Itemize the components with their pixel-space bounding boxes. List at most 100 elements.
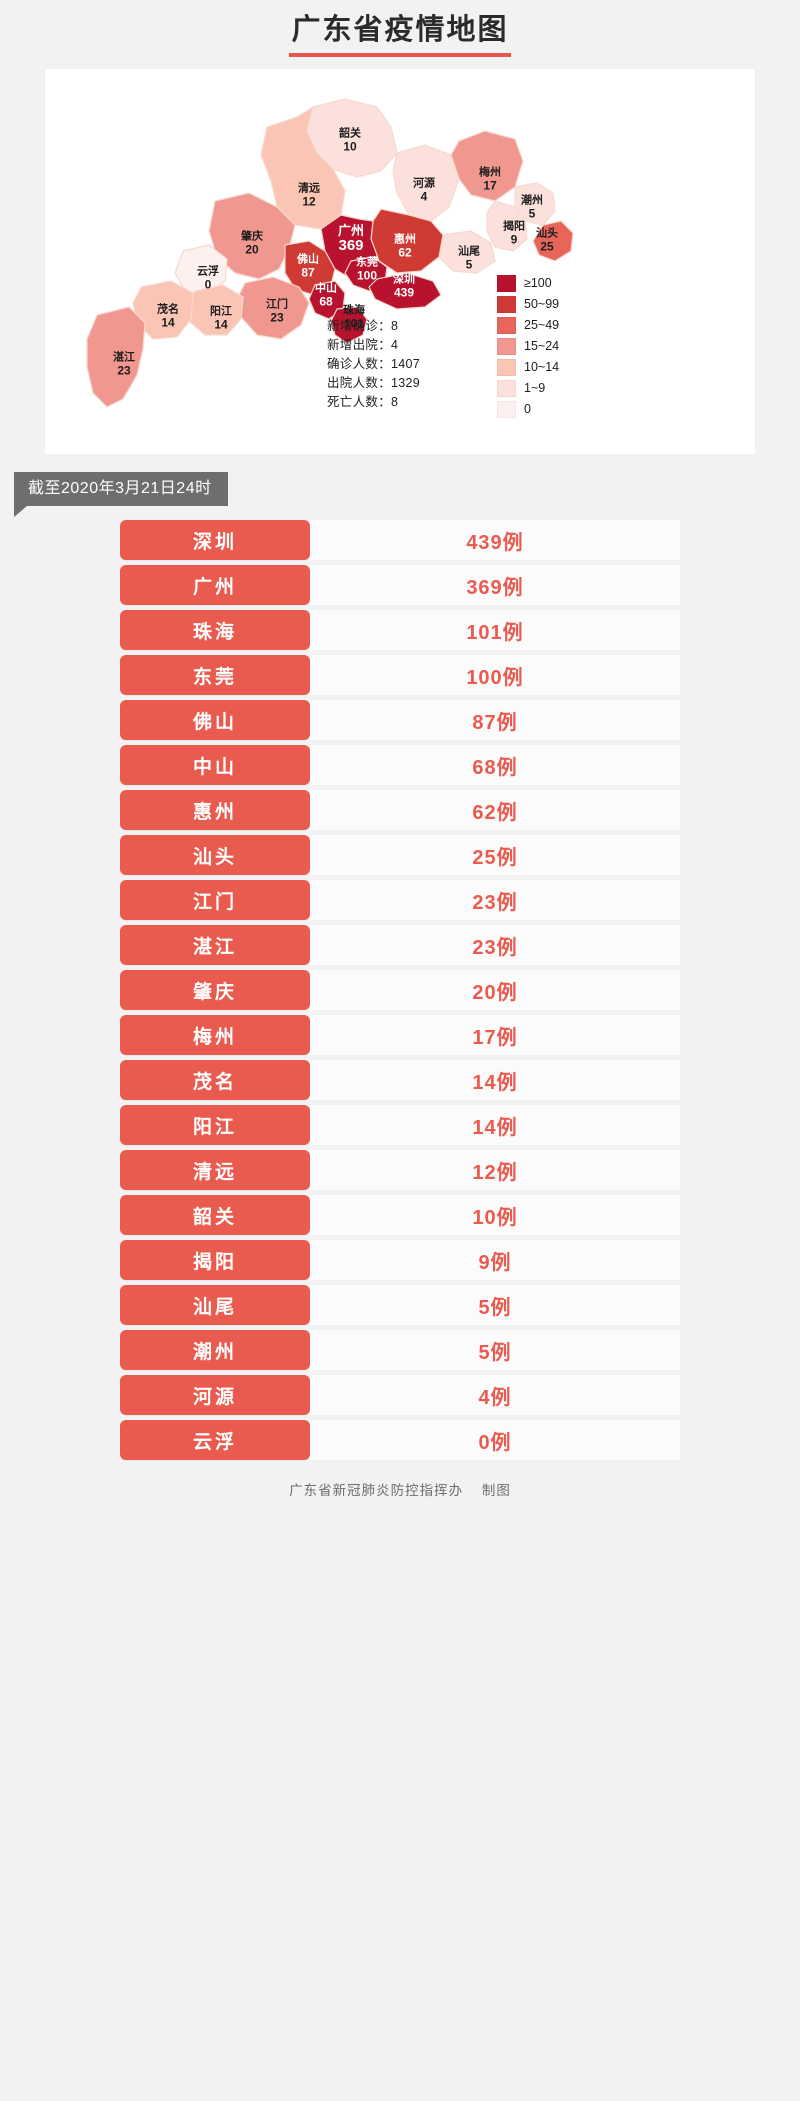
row-city-name: 梅州 xyxy=(120,1015,310,1056)
table-row[interactable]: 肇庆 20例 xyxy=(0,970,800,1011)
row-case-count: 12例 xyxy=(310,1150,680,1191)
row-case-count: 68例 xyxy=(310,745,680,786)
stat-row-4: 死亡人数：8 xyxy=(327,395,399,410)
legend-swatch xyxy=(497,337,516,355)
row-city-name: 揭阳 xyxy=(120,1240,310,1281)
table-row[interactable]: 茂名 14例 xyxy=(0,1060,800,1101)
legend-swatch xyxy=(497,316,516,334)
table-row[interactable]: 佛山 87例 xyxy=(0,700,800,741)
map-region-maoming xyxy=(132,280,194,340)
legend-row-6: 0 xyxy=(497,399,559,419)
legend-label: 15~24 xyxy=(524,339,560,354)
row-case-count: 23例 xyxy=(310,925,680,966)
row-case-count: 10例 xyxy=(310,1195,680,1236)
row-case-count: 23例 xyxy=(310,880,680,921)
row-city-name: 佛山 xyxy=(120,700,310,741)
legend-label: ≥100 xyxy=(524,276,552,291)
row-case-count: 0例 xyxy=(310,1420,680,1461)
legend-row-5: 1~9 xyxy=(497,378,559,398)
legend-label: 50~99 xyxy=(524,297,560,312)
row-case-count: 100例 xyxy=(310,655,680,696)
legend-label: 0 xyxy=(524,402,531,417)
table-row[interactable]: 中山 68例 xyxy=(0,745,800,786)
legend-row-0: ≥100 xyxy=(497,273,559,293)
row-case-count: 62例 xyxy=(310,790,680,831)
legend-swatch xyxy=(497,274,516,292)
guangdong-map-svg xyxy=(86,98,574,408)
table-row[interactable]: 广州 369例 xyxy=(0,565,800,606)
table-row[interactable]: 汕头 25例 xyxy=(0,835,800,876)
table-row[interactable]: 惠州 62例 xyxy=(0,790,800,831)
map-region-zhaoqing xyxy=(208,192,296,280)
footer-credit: 制图 xyxy=(481,1483,511,1499)
map-region-meizhou xyxy=(450,130,524,202)
table-row[interactable]: 深圳 439例 xyxy=(0,520,800,561)
row-city-name: 清远 xyxy=(120,1150,310,1191)
row-city-name: 湛江 xyxy=(120,925,310,966)
row-city-name: 阳江 xyxy=(120,1105,310,1146)
table-row[interactable]: 汕尾 5例 xyxy=(0,1285,800,1326)
row-city-name: 中山 xyxy=(120,745,310,786)
row-case-count: 87例 xyxy=(310,700,680,741)
table-row[interactable]: 河源 4例 xyxy=(0,1375,800,1416)
legend-row-3: 15~24 xyxy=(497,336,559,356)
map-region-qingyuan xyxy=(260,106,346,230)
stat-row-0: 新增确诊：8 xyxy=(327,319,399,334)
table-row[interactable]: 阳江 14例 xyxy=(0,1105,800,1146)
map-region-jieyang xyxy=(486,200,528,252)
row-city-name: 韶关 xyxy=(120,1195,310,1236)
table-row[interactable]: 清远 12例 xyxy=(0,1150,800,1191)
table-row[interactable]: 潮州 5例 xyxy=(0,1330,800,1371)
row-city-name: 茂名 xyxy=(120,1060,310,1101)
row-city-name: 肇庆 xyxy=(120,970,310,1011)
legend-label: 25~49 xyxy=(524,318,560,333)
legend-row-2: 25~49 xyxy=(497,315,559,335)
table-row[interactable]: 揭阳 9例 xyxy=(0,1240,800,1281)
map-region-heyuan xyxy=(392,144,460,222)
row-city-name: 汕头 xyxy=(120,835,310,876)
stat-row-2: 确诊人数：1407 xyxy=(327,357,421,372)
row-case-count: 369例 xyxy=(310,565,680,606)
legend-swatch xyxy=(497,358,516,376)
row-city-name: 云浮 xyxy=(120,1420,310,1461)
date-banner: 截至2020年3月21日24时 xyxy=(14,472,228,507)
row-city-name: 广州 xyxy=(120,565,310,606)
legend-swatch xyxy=(497,379,516,397)
row-city-name: 珠海 xyxy=(120,610,310,651)
map-region-yangjiang xyxy=(184,284,244,336)
stat-row-3: 出院人数：1329 xyxy=(327,376,421,391)
table-row[interactable]: 梅州 17例 xyxy=(0,1015,800,1056)
page-header: 广东省疫情地图 xyxy=(0,0,800,58)
row-city-name: 江门 xyxy=(120,880,310,921)
row-case-count: 17例 xyxy=(310,1015,680,1056)
map-region-shenzhen xyxy=(368,272,442,310)
row-city-name: 潮州 xyxy=(120,1330,310,1371)
row-case-count: 14例 xyxy=(310,1105,680,1146)
legend-row-4: 10~14 xyxy=(497,357,559,377)
map-region-shantou xyxy=(532,220,574,262)
map-region-zhuhai xyxy=(330,306,368,344)
table-row[interactable]: 云浮 0例 xyxy=(0,1420,800,1461)
footer-source: 广东省新冠肺炎防控指挥办 xyxy=(289,1483,464,1499)
row-case-count: 20例 xyxy=(310,970,680,1011)
map-region-zhanjiang xyxy=(86,306,146,408)
footer: 广东省新冠肺炎防控指挥办 制图 xyxy=(0,1465,800,1499)
row-case-count: 25例 xyxy=(310,835,680,876)
row-case-count: 9例 xyxy=(310,1240,680,1281)
row-case-count: 4例 xyxy=(310,1375,680,1416)
table-row[interactable]: 东莞 100例 xyxy=(0,655,800,696)
table-row[interactable]: 韶关 10例 xyxy=(0,1195,800,1236)
row-case-count: 5例 xyxy=(310,1330,680,1371)
map-stage: 韶关 10 清远 12 河源 4 梅州 17 潮州 5 揭阳 9 汕头 25 肇庆 20 云浮 0 广州 369 惠州 6… xyxy=(45,69,755,454)
row-case-count: 14例 xyxy=(310,1060,680,1101)
map-statistics: 新增确诊：8 新增出院：4 确诊人数：1407 出院人数：1329 死亡人数：8 xyxy=(327,317,420,412)
table-row[interactable]: 江门 23例 xyxy=(0,880,800,921)
page-title: 广东省疫情地图 xyxy=(291,14,509,46)
legend-swatch xyxy=(497,295,516,313)
row-city-name: 惠州 xyxy=(120,790,310,831)
row-city-name: 东莞 xyxy=(120,655,310,696)
table-row[interactable]: 珠海 101例 xyxy=(0,610,800,651)
map-card: 韶关 10 清远 12 河源 4 梅州 17 潮州 5 揭阳 9 汕头 25 肇庆 20 云浮 0 广州 369 惠州 6… xyxy=(45,69,755,455)
city-ranking-table: 深圳 439例 广州 369例 珠海 101例 东莞 100例 佛山 87例 中山 68例 惠州 62例汕… xyxy=(0,518,800,1461)
table-row[interactable]: 湛江 23例 xyxy=(0,925,800,966)
